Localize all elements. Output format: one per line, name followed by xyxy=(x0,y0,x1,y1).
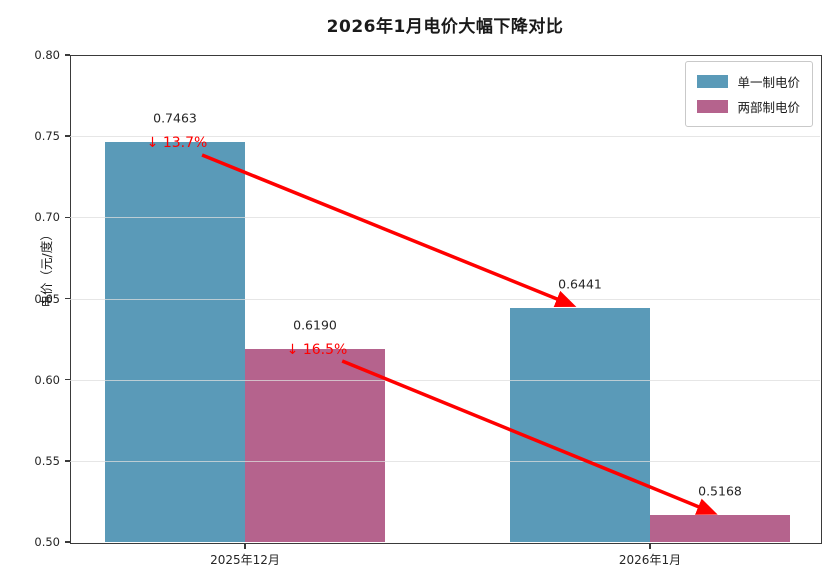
legend: 单一制电价两部制电价 xyxy=(685,61,813,127)
pct-annotation: ↓ 16.5% xyxy=(286,341,348,358)
legend-item: 两部制电价 xyxy=(695,94,802,119)
grid-line xyxy=(70,460,820,462)
pct-annotation: ↓ 13.7% xyxy=(146,135,208,152)
y-tick-mark xyxy=(65,216,70,219)
y-tick-mark xyxy=(65,378,70,381)
legend-swatch xyxy=(697,100,729,113)
chart-title: 2026年1月电价大幅下降对比 xyxy=(326,17,564,37)
grid-line xyxy=(70,379,820,381)
x-tick-label: 2025年12月 xyxy=(210,553,280,567)
value-label: 0.7463 xyxy=(153,110,197,126)
x-tick-label: 2026年1月 xyxy=(618,553,682,567)
bar xyxy=(650,514,790,542)
y-tick-mark xyxy=(65,135,70,137)
y-tick-mark xyxy=(65,297,70,300)
bar xyxy=(105,142,245,542)
y-tick-label: 0.50 xyxy=(34,535,60,549)
y-tick-label: 0.80 xyxy=(34,48,60,62)
y-tick-label: 0.65 xyxy=(34,291,60,306)
legend-label: 两部制电价 xyxy=(737,100,800,115)
value-label: 0.6190 xyxy=(293,317,337,333)
bar xyxy=(510,308,650,542)
value-label: 0.5168 xyxy=(698,483,742,499)
y-tick-label: 0.60 xyxy=(34,372,60,387)
y-tick-label: 0.75 xyxy=(34,129,60,144)
y-tick-mark xyxy=(65,54,70,56)
legend-item: 单一制电价 xyxy=(695,69,802,94)
legend-label: 单一制电价 xyxy=(737,75,800,90)
x-tick-mark xyxy=(649,543,651,549)
value-label: 0.6441 xyxy=(558,276,602,292)
legend-swatch xyxy=(697,75,729,88)
bar xyxy=(245,348,385,542)
grid-line xyxy=(70,298,820,300)
y-tick-label: 0.70 xyxy=(34,210,60,225)
y-tick-mark xyxy=(65,460,70,462)
y-tick-mark xyxy=(65,541,70,543)
y-tick-label: 0.55 xyxy=(34,453,60,468)
grid-line xyxy=(70,217,820,219)
grid-line xyxy=(70,136,820,138)
x-tick-mark xyxy=(244,543,246,549)
